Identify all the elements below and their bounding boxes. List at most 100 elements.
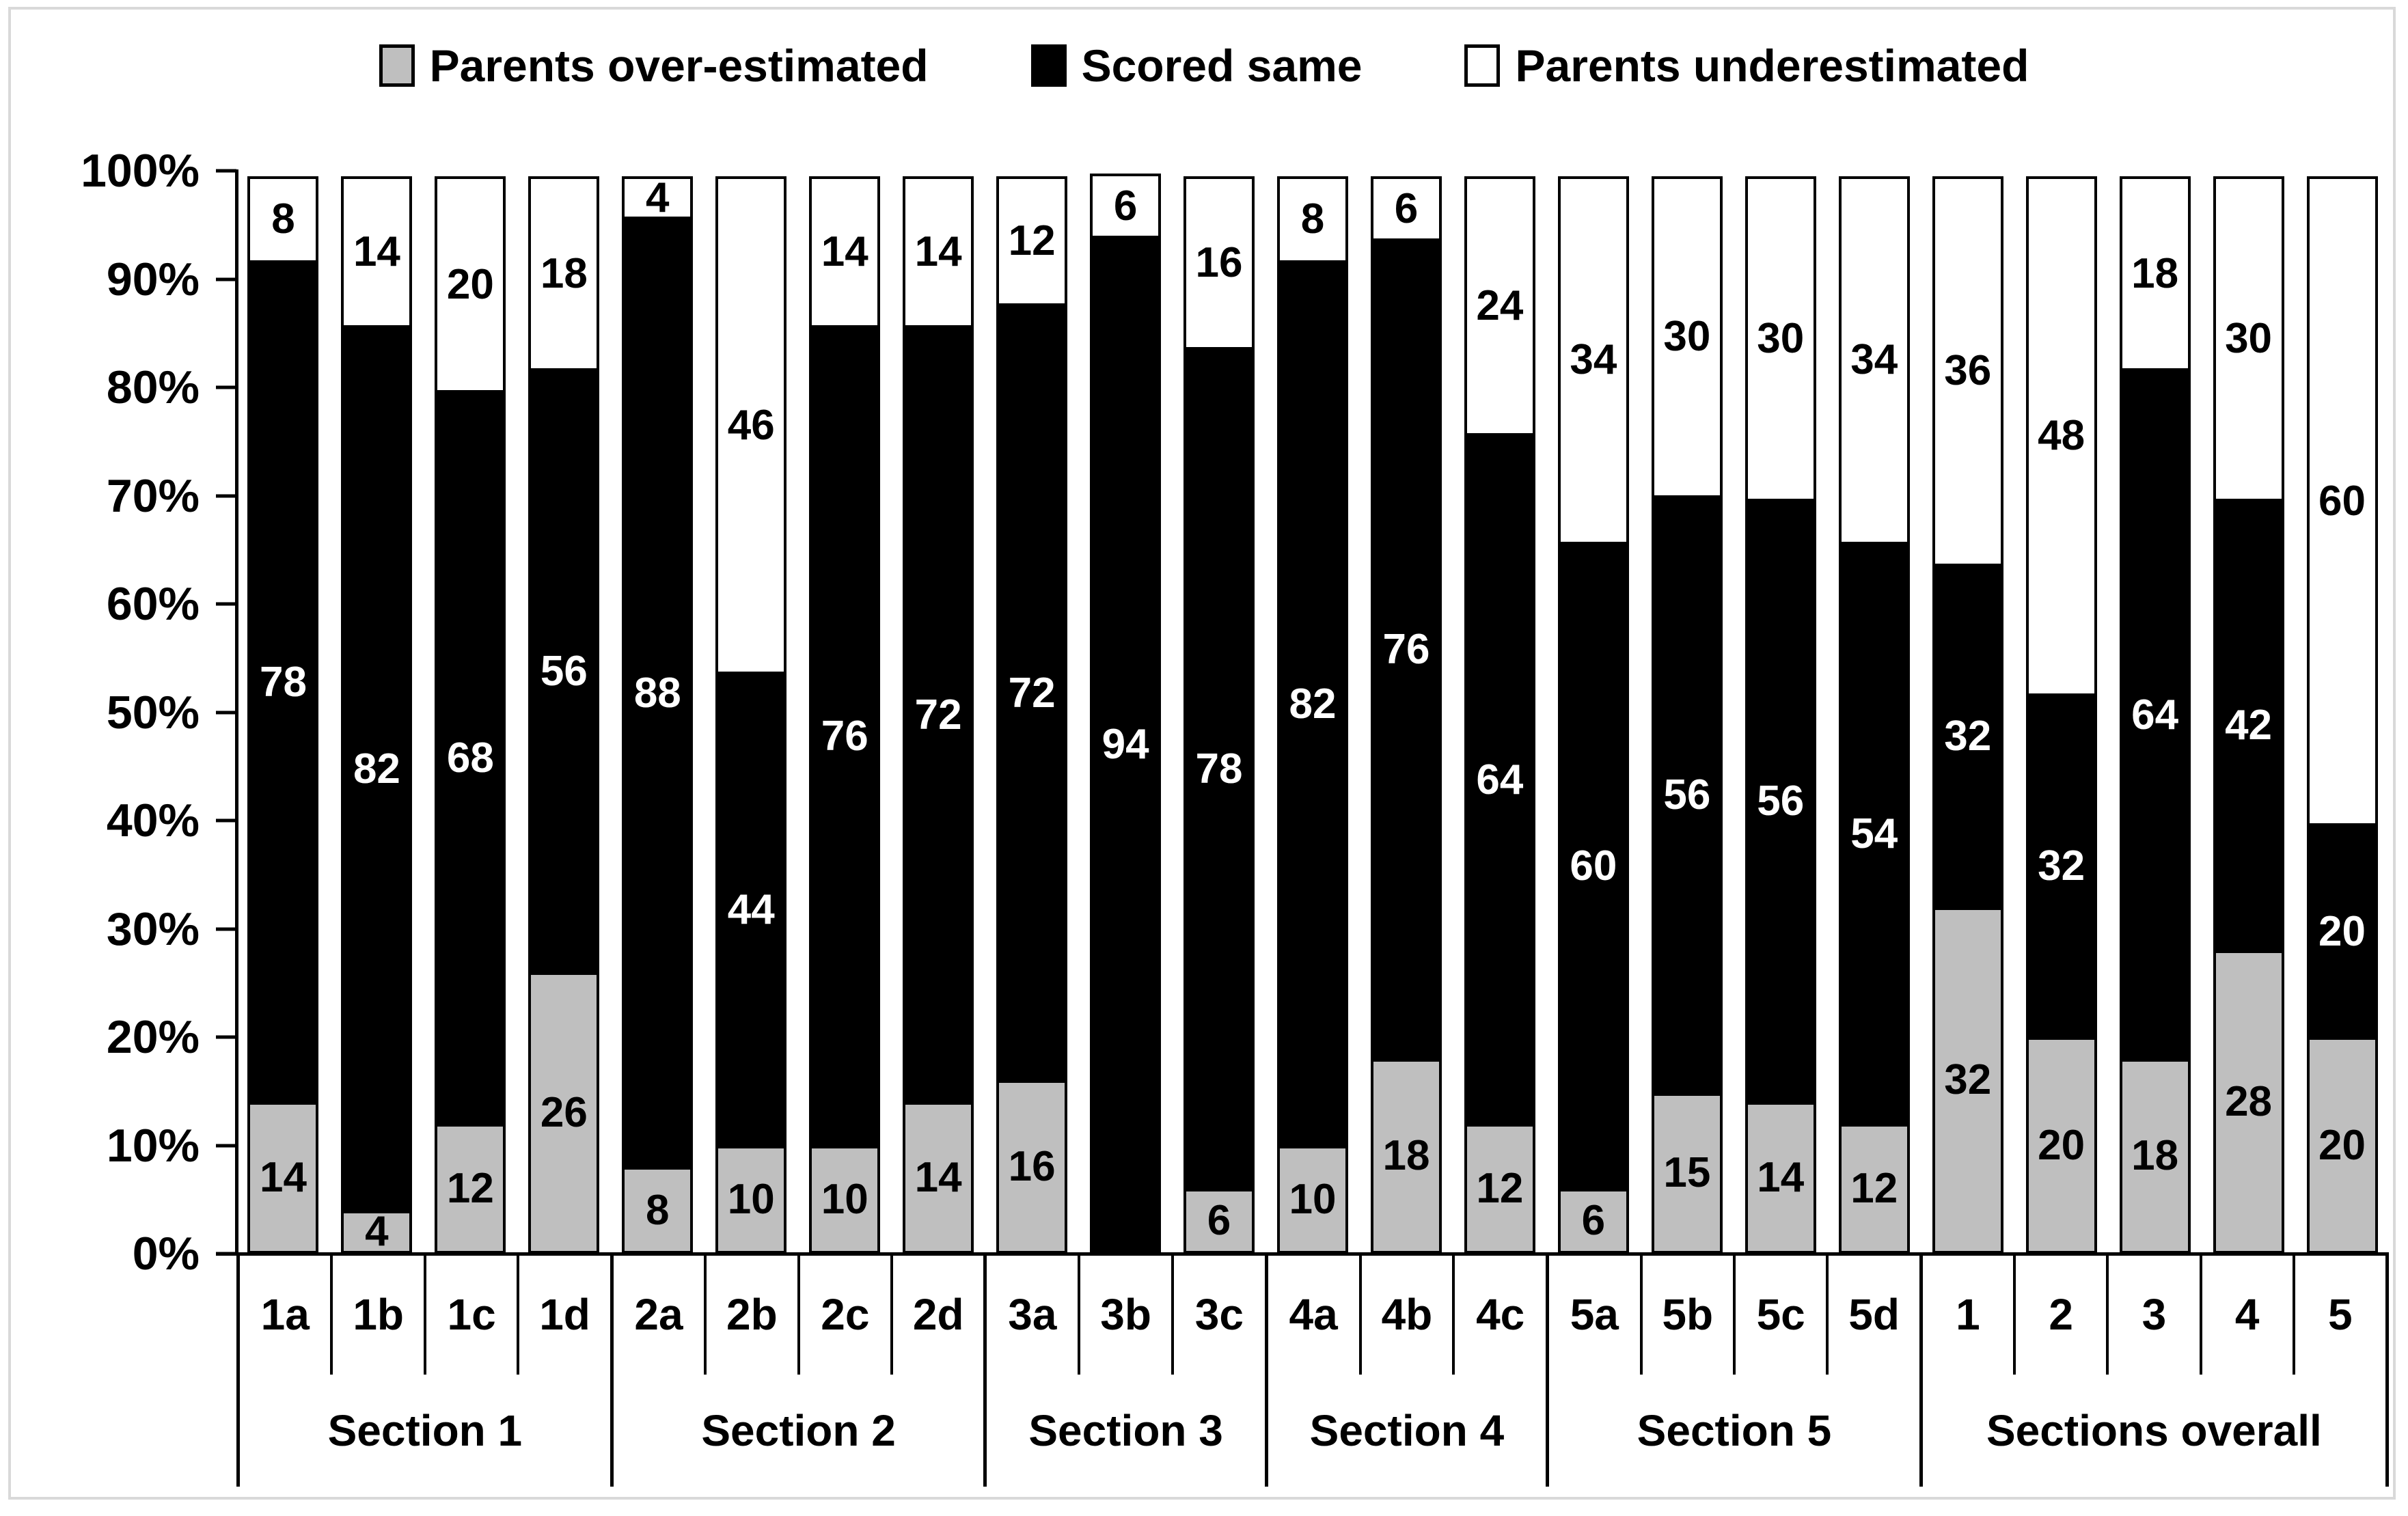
- segment-value-label: 18: [1382, 1132, 1430, 1180]
- bar-1d-segment-under: 18: [528, 176, 600, 372]
- x-axis: 1a 1b 1c 1d Section 1 2a 2b 2c 2d Section 2 3a 3b 3c…: [236, 1254, 2389, 1487]
- bar-column-5d: 34 54 12: [1827, 171, 1921, 1254]
- category-label-row: 5a 5b 5c 5d: [1549, 1254, 1919, 1375]
- bar-3-segment-under: 18: [2119, 176, 2191, 372]
- category-label-4c: 4c: [1476, 1290, 1525, 1339]
- segment-value-label: 6: [1207, 1197, 1231, 1245]
- y-tick-label: 60%: [106, 578, 200, 630]
- segment-value-label: 6: [1394, 184, 1419, 232]
- bar-5a-segment-over: 6: [1557, 1188, 1629, 1254]
- bar-4a: 8 82 10: [1277, 171, 1348, 1254]
- bar-4-segment-over: 28: [2213, 950, 2284, 1254]
- section-label: Section 3: [1028, 1406, 1223, 1455]
- x-axis-section: 1a 1b 1c 1d Section 1: [236, 1254, 610, 1487]
- bar-column-1d: 18 56 26: [517, 171, 611, 1254]
- segment-value-label: 64: [1476, 756, 1524, 803]
- bar-2b-segment-under: 46: [715, 176, 787, 675]
- bar-3-segment-same: 64: [2119, 368, 2191, 1062]
- section-label: Section 5: [1637, 1406, 1832, 1455]
- bar-3c: 16 78 6: [1184, 171, 1255, 1254]
- plot-section: 36 32 32 48 32 20 18 64 18 30 42 28 60 20 20: [1921, 171, 2389, 1254]
- x-axis-section: 3a 3b 3c Section 3: [983, 1254, 1264, 1487]
- bar-5c-segment-under: 30: [1745, 176, 1816, 501]
- segment-value-label: 60: [1570, 842, 1617, 890]
- bar-5c: 30 56 14: [1745, 171, 1816, 1254]
- bar-1a-segment-under: 8: [247, 176, 319, 263]
- y-tick-label: 10%: [106, 1119, 200, 1172]
- y-tick-mark: [216, 1144, 236, 1147]
- bar-3a-segment-same: 72: [996, 303, 1068, 1084]
- bar-1b: 14 82 4: [341, 171, 413, 1256]
- segment-value-label: 12: [1850, 1164, 1898, 1212]
- bar-5d: 34 54 12: [1838, 171, 1910, 1254]
- legend-swatch-black: [1030, 44, 1067, 87]
- chart-legend: Parents over-estimated Scored same Paren…: [0, 40, 2408, 92]
- segment-value-label: 20: [2318, 907, 2366, 955]
- segment-value-label: 94: [1102, 721, 1149, 769]
- bar-2a: 4 88 8: [622, 171, 694, 1254]
- bar-column-4a: 8 82 10: [1266, 171, 1360, 1254]
- segment-value-label: 30: [1757, 314, 1805, 362]
- plot-section: 8 78 14 14 82 4 20 68 12 18 56 26: [236, 171, 611, 1254]
- bar-4-segment-under: 30: [2213, 176, 2284, 501]
- segment-value-label: 64: [2131, 691, 2179, 739]
- y-tick-mark: [216, 602, 236, 606]
- bar-4a-segment-under: 8: [1277, 176, 1348, 263]
- x-axis-line: [216, 1252, 2389, 1256]
- bar-5b: 30 56 15: [1651, 171, 1723, 1254]
- legend-label: Parents over-estimated: [429, 40, 929, 91]
- bar-column-2: 48 32 20: [2014, 171, 2108, 1254]
- bar-4b: 6 76 18: [1370, 171, 1442, 1254]
- category-label-2: 2: [2016, 1254, 2109, 1375]
- segment-value-label: 42: [2225, 702, 2273, 749]
- legend-label: Scored same: [1081, 40, 1363, 91]
- segment-value-label: 8: [1300, 195, 1325, 243]
- bar-5a-segment-same: 60: [1557, 541, 1629, 1191]
- segment-value-label: 36: [1944, 347, 1992, 395]
- segment-value-label: 76: [821, 713, 868, 760]
- category-label-2a: 2a: [614, 1254, 707, 1375]
- segment-value-label: 6: [1581, 1197, 1606, 1245]
- segment-value-label: 56: [1757, 777, 1805, 825]
- y-tick-label: 20%: [106, 1011, 200, 1063]
- bar-2c-segment-same: 76: [809, 325, 881, 1148]
- plot-section: 8 82 10 6 76 18 24 64 12: [1266, 171, 1547, 1254]
- bar-2d-segment-over: 14: [903, 1102, 974, 1254]
- bar-5b-segment-same: 56: [1651, 495, 1723, 1096]
- bar-column-1: 36 32 32: [1921, 171, 2014, 1254]
- segment-value-label: 18: [2131, 249, 2179, 297]
- bar-column-4b: 6 76 18: [1359, 171, 1453, 1254]
- segment-value-label: 4: [365, 1208, 389, 1256]
- bar-5c-segment-over: 14: [1745, 1102, 1816, 1254]
- bar-1b-segment-under: 14: [341, 176, 413, 328]
- bar-1d: 18 56 26: [528, 171, 600, 1254]
- bar-5a: 34 60 6: [1557, 171, 1629, 1254]
- category-label-3: 3: [2109, 1254, 2202, 1375]
- plot-section: 12 72 16 6 94 16 78 6: [985, 171, 1266, 1254]
- bar-column-1a: 8 78 14: [236, 171, 330, 1254]
- bar-4c-segment-under: 24: [1464, 176, 1535, 437]
- segment-value-label: 14: [353, 228, 400, 275]
- bar-2c-segment-under: 14: [809, 176, 881, 328]
- bar-4a-segment-same: 82: [1277, 260, 1348, 1148]
- segment-value-label: 34: [1850, 336, 1898, 384]
- segment-value-label: 8: [271, 195, 295, 243]
- bar-5-segment-same: 20: [2306, 823, 2378, 1040]
- bar-3c-segment-under: 16: [1184, 176, 1255, 350]
- segment-value-label: 12: [446, 1164, 494, 1212]
- segment-value-label: 18: [2131, 1132, 2179, 1180]
- segment-value-label: 78: [1195, 745, 1243, 793]
- segment-value-label: 82: [1289, 680, 1337, 728]
- bar-2b-segment-over: 10: [715, 1145, 787, 1254]
- bar-2a-segment-same: 88: [622, 217, 694, 1170]
- bar-1a-segment-over: 14: [247, 1102, 319, 1254]
- bar-2a-segment-over: 8: [622, 1167, 694, 1254]
- bar-5b-segment-under: 30: [1651, 176, 1723, 498]
- bar-column-1b: 14 82 4: [330, 171, 424, 1254]
- bar-3b: 6 94: [1090, 171, 1162, 1254]
- bar-column-5c: 30 56 14: [1734, 171, 1827, 1254]
- segment-value-label: 56: [540, 648, 588, 695]
- segment-value-label: 30: [1663, 313, 1711, 361]
- category-label-5c: 5c: [1736, 1254, 1829, 1375]
- bar-2a-segment-under: 4: [622, 176, 694, 220]
